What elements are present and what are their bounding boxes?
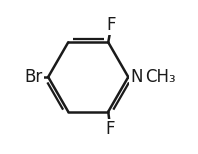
Text: F: F (105, 120, 115, 138)
Text: CH₃: CH₃ (145, 68, 176, 86)
Text: Br: Br (25, 68, 43, 86)
Text: F: F (106, 16, 116, 34)
Text: NH: NH (130, 68, 156, 86)
